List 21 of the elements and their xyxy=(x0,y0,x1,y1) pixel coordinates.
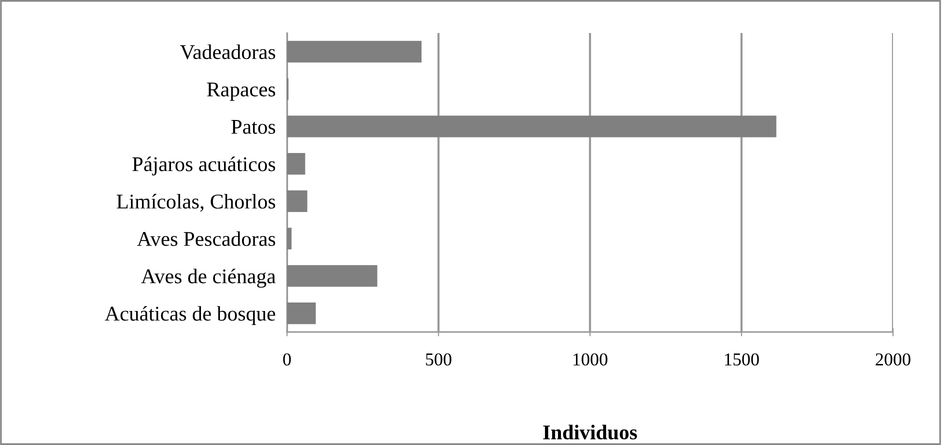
y-tick-label: Aves de ciénaga xyxy=(141,268,276,288)
bar xyxy=(287,265,378,287)
bar xyxy=(287,228,292,250)
y-tick-label: Acuáticas de bosque xyxy=(104,306,276,325)
bar xyxy=(287,116,776,138)
x-tick-label: 0 xyxy=(283,353,291,366)
x-axis-title: Individuos xyxy=(543,424,637,440)
y-tick-label: Rapaces xyxy=(207,82,276,101)
y-tick-label: Patos xyxy=(231,120,276,134)
bar xyxy=(287,190,308,212)
x-tick-label: 500 xyxy=(426,353,452,366)
y-tick-label: Pájaros acuáticos xyxy=(132,156,276,176)
x-tick-label: 1500 xyxy=(725,353,759,366)
x-tick-label: 1000 xyxy=(574,353,608,366)
bar xyxy=(287,302,316,324)
bar xyxy=(287,152,306,175)
y-tick-label: Vadeadoras xyxy=(180,44,276,60)
bar xyxy=(287,40,422,63)
y-tick-label: Aves Pescadoras xyxy=(137,231,276,246)
x-tick-label: 2000 xyxy=(876,353,910,366)
y-tick-label: Limícolas, Chorlos xyxy=(116,194,276,212)
